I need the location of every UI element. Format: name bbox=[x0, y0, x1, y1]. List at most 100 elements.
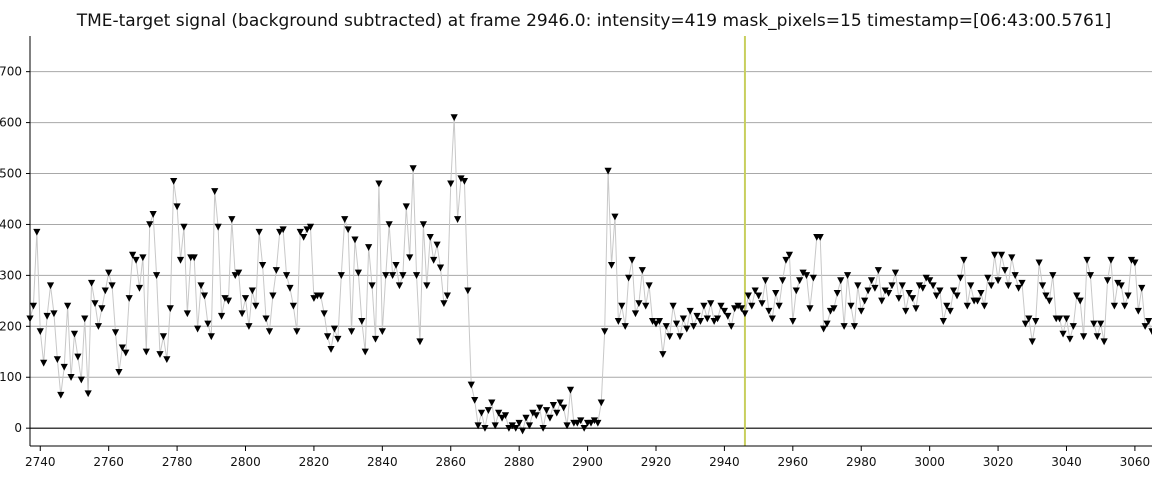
data-point bbox=[156, 351, 163, 358]
data-point bbox=[1138, 285, 1145, 292]
data-point bbox=[567, 387, 574, 394]
y-tick-label: 600 bbox=[0, 116, 22, 130]
data-point bbox=[762, 277, 769, 284]
data-point bbox=[351, 237, 358, 244]
data-point bbox=[1111, 303, 1118, 310]
data-point bbox=[218, 313, 225, 320]
data-point bbox=[755, 293, 762, 300]
data-point bbox=[810, 275, 817, 282]
x-tick-label: 2980 bbox=[846, 455, 877, 469]
data-point bbox=[372, 336, 379, 343]
data-point bbox=[410, 165, 417, 172]
x-tick-label: 3040 bbox=[1051, 455, 1082, 469]
data-point bbox=[362, 349, 369, 356]
data-point bbox=[242, 295, 249, 302]
data-point bbox=[1036, 259, 1043, 266]
data-point bbox=[748, 303, 755, 310]
data-point bbox=[854, 282, 861, 289]
data-point bbox=[1104, 277, 1111, 284]
data-point bbox=[57, 392, 64, 399]
data-point bbox=[471, 397, 478, 404]
data-point bbox=[122, 350, 129, 357]
data-point bbox=[249, 287, 256, 294]
data-point bbox=[615, 318, 622, 325]
data-point bbox=[779, 277, 786, 284]
data-point bbox=[878, 298, 885, 305]
data-point bbox=[139, 254, 146, 261]
data-point bbox=[546, 415, 553, 422]
data-point bbox=[488, 400, 495, 407]
data-point bbox=[868, 277, 875, 284]
data-point bbox=[358, 318, 365, 325]
data-point bbox=[464, 287, 471, 294]
data-point bbox=[646, 282, 653, 289]
data-point bbox=[71, 331, 78, 338]
data-point bbox=[1039, 282, 1046, 289]
data-point bbox=[611, 214, 618, 221]
data-point bbox=[345, 226, 352, 233]
data-point bbox=[553, 410, 560, 417]
data-point bbox=[1077, 298, 1084, 305]
data-point bbox=[953, 293, 960, 300]
data-point bbox=[1063, 315, 1070, 322]
data-point bbox=[885, 290, 892, 297]
data-point bbox=[112, 329, 119, 336]
data-point bbox=[115, 369, 122, 376]
data-point bbox=[259, 262, 266, 269]
data-point bbox=[1080, 333, 1087, 340]
data-point bbox=[444, 293, 451, 300]
data-point bbox=[676, 333, 683, 340]
y-tick-label: 300 bbox=[0, 268, 22, 282]
x-tick-label: 2760 bbox=[93, 455, 124, 469]
data-point bbox=[74, 354, 81, 361]
data-point bbox=[625, 275, 632, 282]
data-point bbox=[81, 315, 88, 322]
data-point bbox=[1046, 298, 1053, 305]
data-point bbox=[666, 333, 673, 340]
data-point bbox=[324, 333, 331, 340]
data-point bbox=[461, 178, 468, 185]
data-point bbox=[327, 346, 334, 353]
data-point bbox=[37, 328, 44, 335]
data-point bbox=[871, 285, 878, 292]
data-point bbox=[758, 300, 765, 307]
data-point bbox=[642, 303, 649, 310]
data-point bbox=[433, 242, 440, 249]
data-point bbox=[208, 333, 215, 340]
data-point bbox=[957, 275, 964, 282]
data-point bbox=[468, 382, 475, 389]
data-point bbox=[834, 290, 841, 297]
data-point bbox=[837, 277, 844, 284]
data-point bbox=[256, 229, 263, 236]
data-point bbox=[789, 318, 796, 325]
data-point bbox=[194, 326, 201, 333]
data-point bbox=[416, 338, 423, 345]
x-tick-label: 2860 bbox=[435, 455, 466, 469]
data-point bbox=[451, 114, 458, 121]
series-polyline bbox=[30, 117, 1152, 430]
data-point bbox=[1015, 285, 1022, 292]
data-point bbox=[683, 326, 690, 333]
x-tick-label: 2920 bbox=[641, 455, 672, 469]
data-point bbox=[981, 303, 988, 310]
data-point bbox=[40, 360, 47, 367]
x-tick-label: 2880 bbox=[504, 455, 535, 469]
data-point bbox=[290, 303, 297, 310]
data-point bbox=[379, 328, 386, 335]
data-point bbox=[30, 303, 37, 310]
data-point bbox=[430, 257, 437, 264]
data-point bbox=[136, 285, 143, 292]
data-point bbox=[697, 318, 704, 325]
data-point bbox=[601, 328, 608, 335]
data-point bbox=[1148, 328, 1152, 335]
data-point bbox=[392, 262, 399, 269]
data-point bbox=[1083, 257, 1090, 264]
data-point bbox=[33, 229, 40, 236]
data-point bbox=[776, 303, 783, 310]
data-point bbox=[519, 428, 526, 435]
data-point bbox=[396, 282, 403, 289]
data-point bbox=[793, 287, 800, 294]
data-point bbox=[341, 216, 348, 223]
data-point bbox=[184, 310, 191, 317]
data-point bbox=[331, 326, 338, 333]
